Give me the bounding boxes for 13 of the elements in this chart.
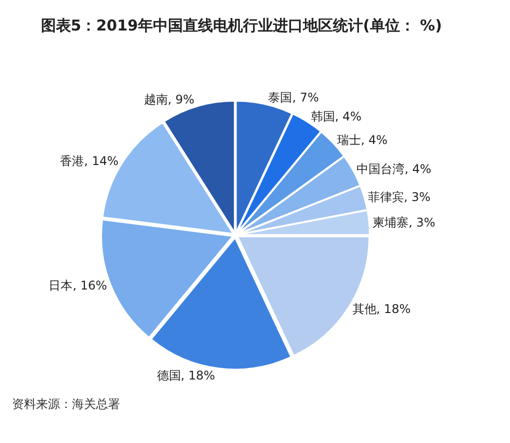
text: 资料来源：海关总署 xyxy=(12,397,120,411)
slice-label: 越南, 9% xyxy=(144,92,194,107)
slice-label: 香港, 14% xyxy=(60,154,118,168)
chart-title: 图表5：2019年中国直线电机行业进口地区统计(单位： %) xyxy=(40,16,442,34)
slice-label: 泰国, 7% xyxy=(268,90,319,104)
slice-label: 韩国, 4% xyxy=(310,110,362,124)
slice-label: 菲律宾, 3% xyxy=(368,190,431,204)
slice-label: 瑞士, 4% xyxy=(336,132,388,147)
slice-label: 日本, 16% xyxy=(48,278,108,293)
slice-label: 德国, 18% xyxy=(156,368,216,382)
slice-label: 柬埔寨, 3% xyxy=(372,215,436,230)
slice-label: 其他, 18% xyxy=(352,302,411,316)
slice-label: 中国台湾, 4% xyxy=(356,162,432,176)
